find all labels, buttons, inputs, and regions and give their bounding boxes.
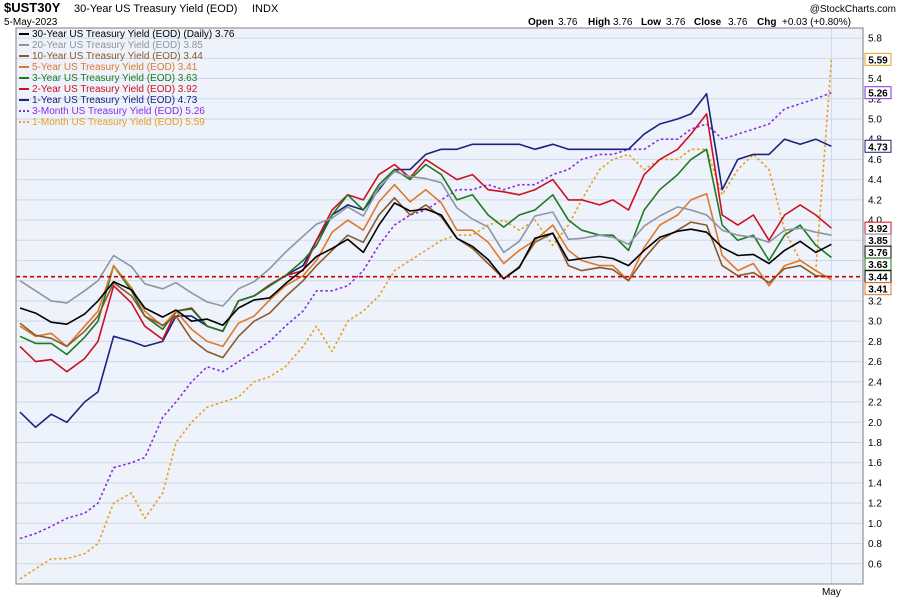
y-tick-label: 3.2 xyxy=(868,296,882,307)
series-line xyxy=(19,197,832,359)
low-label: Low xyxy=(641,17,661,28)
symbol: $UST30Y xyxy=(4,0,61,15)
last-value-tag: 3.85 xyxy=(864,233,892,247)
legend: 30-Year US Treasury Yield (EOD) (Daily) … xyxy=(19,29,235,128)
series-line xyxy=(19,59,833,580)
y-tick-label: 1.8 xyxy=(868,438,882,449)
last-value-labels: 5.59 5.26 4.73 3.923.853.763.63 3.443.41 xyxy=(864,52,892,296)
y-tick-label: 0.8 xyxy=(868,539,882,550)
y-tick-label: 4.2 xyxy=(868,195,882,206)
y-tick-label: 1.2 xyxy=(868,499,882,510)
last-value-tag: 3.44 xyxy=(864,270,892,284)
y-tick-label: 1.4 xyxy=(868,478,882,489)
chg-value: +0.03 (+0.80%) xyxy=(782,17,851,28)
last-value-tag-text: 3.76 xyxy=(868,248,888,259)
legend-label: 30-Year US Treasury Yield (EOD) (Daily) … xyxy=(32,29,235,40)
legend-entry: 5-Year US Treasury Yield (EOD) 3.41 xyxy=(19,62,198,73)
y-tick-label: 2.2 xyxy=(868,398,882,409)
y-tick-label: 0.6 xyxy=(868,559,882,570)
low-value: 3.76 xyxy=(666,17,686,28)
y-axis: 0.6 0.8 1.0 1.2 1.4 1.6 1.8 2.0 2.2 2.4 2.6 2.8 3.0 3… xyxy=(868,34,882,571)
legend-label: 1-Year US Treasury Yield (EOD) 4.73 xyxy=(32,95,198,106)
gridlines xyxy=(16,28,863,584)
plot-border xyxy=(15,27,864,585)
chart-header: $UST30Y 30-Year US Treasury Yield (EOD) … xyxy=(4,0,896,28)
last-value-tag: 5.59 xyxy=(864,52,892,66)
chg-label: Chg xyxy=(757,17,776,28)
high-value: 3.76 xyxy=(613,17,633,28)
legend-label: 1-Month US Treasury Yield (EOD) 5.59 xyxy=(32,117,205,128)
legend-entry: 30-Year US Treasury Yield (EOD) (Daily) … xyxy=(19,29,235,40)
legend-label: 2-Year US Treasury Yield (EOD) 3.92 xyxy=(32,84,198,95)
series-line xyxy=(19,170,832,307)
y-tick-label: 2.0 xyxy=(868,418,882,429)
legend-label: 5-Year US Treasury Yield (EOD) 3.41 xyxy=(32,62,198,73)
y-tick-label: 2.6 xyxy=(868,357,882,368)
x-tick-label: May xyxy=(822,587,841,598)
legend-entry: 3-Year US Treasury Yield (EOD) 3.63 xyxy=(19,73,198,84)
y-tick-label: 5.4 xyxy=(868,74,882,85)
legend-label: 3-Month US Treasury Yield (EOD) 5.26 xyxy=(32,106,205,117)
last-value-tag-box xyxy=(864,52,892,66)
legend-label: 3-Year US Treasury Yield (EOD) 3.63 xyxy=(32,73,198,84)
last-value-tag-text: 3.44 xyxy=(868,273,888,284)
series-line xyxy=(19,92,832,429)
ohlc-readout: Open 3.76 High 3.76 Low 3.76 Close 3.76 … xyxy=(528,17,851,28)
y-tick-label: 4.0 xyxy=(868,216,882,227)
last-value-tag-box xyxy=(864,86,892,100)
last-value-tag: 3.63 xyxy=(864,257,892,271)
series-name: 30-Year US Treasury Yield (EOD) xyxy=(74,3,237,15)
last-value-tag-text: 3.63 xyxy=(868,260,888,271)
y-tick-label: 4.6 xyxy=(868,155,882,166)
last-value-tag: 3.92 xyxy=(864,221,892,235)
close-label: Close xyxy=(694,17,722,28)
last-value-tag-text: 4.73 xyxy=(868,142,888,153)
y-tick-label: 3.0 xyxy=(868,317,882,328)
close-value: 3.76 xyxy=(728,17,748,28)
legend-label: 10-Year US Treasury Yield (EOD) 3.44 xyxy=(32,51,203,62)
last-value-tag-box xyxy=(864,257,892,271)
last-value-tag-text: 3.41 xyxy=(868,285,888,296)
x-axis: May xyxy=(822,587,841,598)
y-tick-label: 2.4 xyxy=(868,377,882,388)
legend-entry: 1-Year US Treasury Yield (EOD) 4.73 xyxy=(19,95,198,106)
y-tick-label: 5.2 xyxy=(868,94,882,105)
chart-date: 5-May-2023 xyxy=(4,17,58,28)
last-value-tag-text: 5.26 xyxy=(868,89,888,100)
series-line xyxy=(19,91,832,540)
last-value-tag: 4.73 xyxy=(864,139,892,153)
exchange: INDX xyxy=(252,3,279,15)
last-value-tag-text: 3.92 xyxy=(868,224,888,235)
y-tick-label: 1.6 xyxy=(868,458,882,469)
legend-label: 20-Year US Treasury Yield (EOD) 3.85 xyxy=(32,40,203,51)
y-tick-label: 5.0 xyxy=(868,114,882,125)
series-line xyxy=(19,113,832,373)
legend-entry: 1-Month US Treasury Yield (EOD) 5.59 xyxy=(19,117,205,128)
last-value-tag-box xyxy=(864,282,892,296)
legend-entry: 10-Year US Treasury Yield (EOD) 3.44 xyxy=(19,51,203,62)
legend-entry: 3-Month US Treasury Yield (EOD) 5.26 xyxy=(19,106,205,117)
last-value-tag: 3.76 xyxy=(864,245,892,259)
series-line xyxy=(19,202,832,326)
last-value-tag: 5.26 xyxy=(864,86,892,100)
last-value-tag: 3.41 xyxy=(864,282,892,296)
series-line xyxy=(19,183,832,348)
y-tick-label: 5.8 xyxy=(868,34,882,45)
legend-entry: 20-Year US Treasury Yield (EOD) 3.85 xyxy=(19,40,203,51)
open-value: 3.76 xyxy=(558,17,578,28)
last-value-tag-text: 5.59 xyxy=(868,55,888,66)
series-line xyxy=(19,148,832,356)
y-tick-label: 2.8 xyxy=(868,337,882,348)
y-tick-label: 1.0 xyxy=(868,519,882,530)
high-label: High xyxy=(588,17,610,28)
series-lines xyxy=(19,59,833,580)
legend-entry: 2-Year US Treasury Yield (EOD) 3.92 xyxy=(19,84,198,95)
last-value-tag-text: 3.85 xyxy=(868,236,888,247)
last-value-tag-box xyxy=(864,139,892,153)
plot-area xyxy=(16,28,863,584)
open-label: Open xyxy=(528,17,554,28)
watermark: @StockCharts.com xyxy=(810,4,896,15)
y-tick-label: 4.4 xyxy=(868,175,882,186)
